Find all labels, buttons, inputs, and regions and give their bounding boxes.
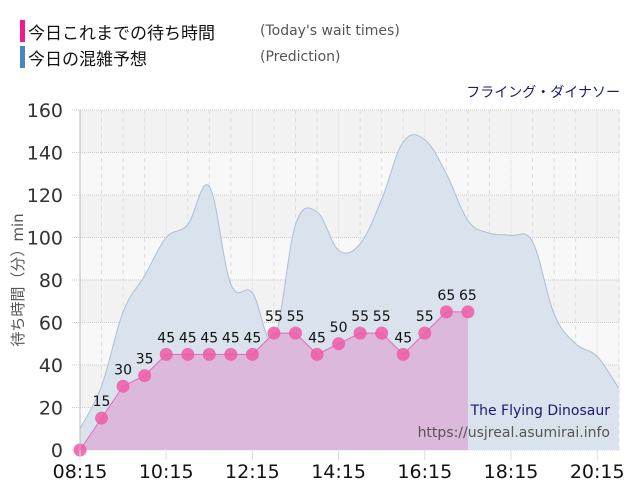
data-point-label: 45 xyxy=(243,330,261,346)
x-axis-ticks: 08:15 10:15 12:15 14:15 16:15 18:15 20:15 xyxy=(53,450,625,483)
data-point-label: 45 xyxy=(200,330,218,346)
data-point-marker xyxy=(138,369,152,383)
data-point-marker xyxy=(245,347,259,361)
data-point-label: 45 xyxy=(308,330,326,346)
legend-item-actual: 今日これまでの待ち時間 (Today's wait times) xyxy=(20,18,400,44)
y-axis-ticks: 0 20 40 60 80 100 120 140 160 xyxy=(27,100,63,462)
data-point-label: 30 xyxy=(114,362,132,378)
svg-text:10:15: 10:15 xyxy=(139,461,194,483)
watermark-ride-name: The Flying Dinosaur xyxy=(470,403,611,419)
data-point-marker xyxy=(418,326,432,340)
svg-text:16:15: 16:15 xyxy=(397,461,452,483)
data-point-marker xyxy=(202,347,216,361)
legend-swatch-actual xyxy=(20,20,25,42)
data-point-label: 55 xyxy=(265,309,283,325)
svg-text:80: 80 xyxy=(39,270,63,292)
data-point-label: 65 xyxy=(437,288,455,304)
data-point-label: 45 xyxy=(179,330,197,346)
data-point-label: 55 xyxy=(373,309,391,325)
data-point-label: 65 xyxy=(459,288,477,304)
y-axis-label: 待ち時間（分）min xyxy=(9,213,27,346)
legend-sub-actual: (Today's wait times) xyxy=(260,23,400,39)
svg-text:120: 120 xyxy=(27,185,63,207)
data-point-marker xyxy=(375,326,389,340)
svg-text:14:15: 14:15 xyxy=(311,461,366,483)
legend-swatch-prediction xyxy=(20,46,25,68)
watermark-url: https://usjreal.asumirai.info xyxy=(418,425,610,441)
legend-sub-prediction: (Prediction) xyxy=(260,49,341,65)
data-point-marker xyxy=(181,347,195,361)
data-point-label: 45 xyxy=(394,330,412,346)
svg-text:0: 0 xyxy=(51,440,63,462)
svg-text:18:15: 18:15 xyxy=(484,461,539,483)
data-point-marker xyxy=(353,326,367,340)
svg-text:40: 40 xyxy=(39,355,63,377)
data-point-marker xyxy=(332,337,346,351)
legend-label-prediction: 今日の混雑予想 xyxy=(28,49,147,70)
data-point-marker xyxy=(461,305,475,319)
legend: 今日これまでの待ち時間 (Today's wait times) 今日の混雑予想… xyxy=(20,18,400,70)
actual-area xyxy=(80,311,468,450)
data-point-marker xyxy=(159,347,173,361)
data-point-label: 55 xyxy=(287,309,305,325)
data-point-marker xyxy=(224,347,238,361)
data-point-label: 55 xyxy=(416,309,434,325)
data-point-label: 45 xyxy=(222,330,240,346)
data-point-marker xyxy=(289,326,302,340)
svg-text:08:15: 08:15 xyxy=(53,461,108,483)
data-point-label: 45 xyxy=(157,330,175,346)
svg-text:60: 60 xyxy=(39,313,63,335)
data-point-marker xyxy=(95,411,109,425)
data-point-marker xyxy=(310,347,324,361)
legend-label-actual: 今日これまでの待ち時間 xyxy=(28,23,215,44)
ride-title: フライング・ダイナソー xyxy=(466,85,620,101)
data-point-label: 50 xyxy=(330,320,348,336)
data-point-marker xyxy=(439,305,453,319)
svg-text:12:15: 12:15 xyxy=(225,461,280,483)
data-point-marker xyxy=(396,347,410,361)
data-point-label: 35 xyxy=(136,352,154,368)
svg-text:100: 100 xyxy=(27,228,63,250)
legend-item-prediction: 今日の混雑予想 (Prediction) xyxy=(20,44,400,70)
svg-text:20:15: 20:15 xyxy=(570,461,625,483)
svg-text:140: 140 xyxy=(27,143,63,165)
svg-text:20: 20 xyxy=(39,398,63,420)
svg-text:160: 160 xyxy=(27,100,63,122)
data-point-label: 55 xyxy=(351,309,369,325)
prediction-line xyxy=(79,134,620,429)
data-point-marker xyxy=(116,379,130,393)
data-point-label: 15 xyxy=(93,394,111,410)
data-point-marker xyxy=(267,326,281,340)
actual-markers xyxy=(73,305,475,457)
